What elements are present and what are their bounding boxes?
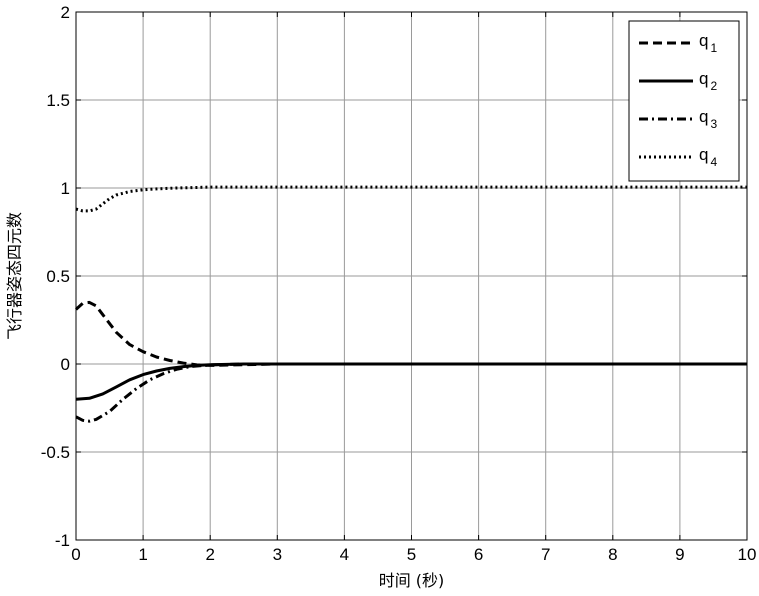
x-tick-label: 1 [138,545,147,564]
y-tick-label: 0.5 [46,267,70,286]
y-tick-label: 0 [61,355,70,374]
x-tick-label: 3 [273,545,282,564]
x-tick-label: 5 [407,545,416,564]
x-tick-label: 7 [541,545,550,564]
legend: q1q2q3q4 [629,21,739,181]
y-tick-label: 2 [61,3,70,22]
y-axis-label: 飞行器姿态四元数 [5,212,24,340]
x-tick-label: 10 [738,545,757,564]
x-tick-label: 9 [675,545,684,564]
x-tick-label: 2 [205,545,214,564]
x-axis-label: 时间 (秒) [379,571,445,590]
x-tick-label: 4 [340,545,349,564]
y-tick-label: 1 [61,179,70,198]
y-tick-label: -0.5 [41,443,70,462]
y-tick-label: -1 [55,531,70,550]
y-tick-label: 1.5 [46,91,70,110]
x-tick-label: 8 [608,545,617,564]
x-tick-label: 6 [474,545,483,564]
x-tick-label: 0 [71,545,80,564]
